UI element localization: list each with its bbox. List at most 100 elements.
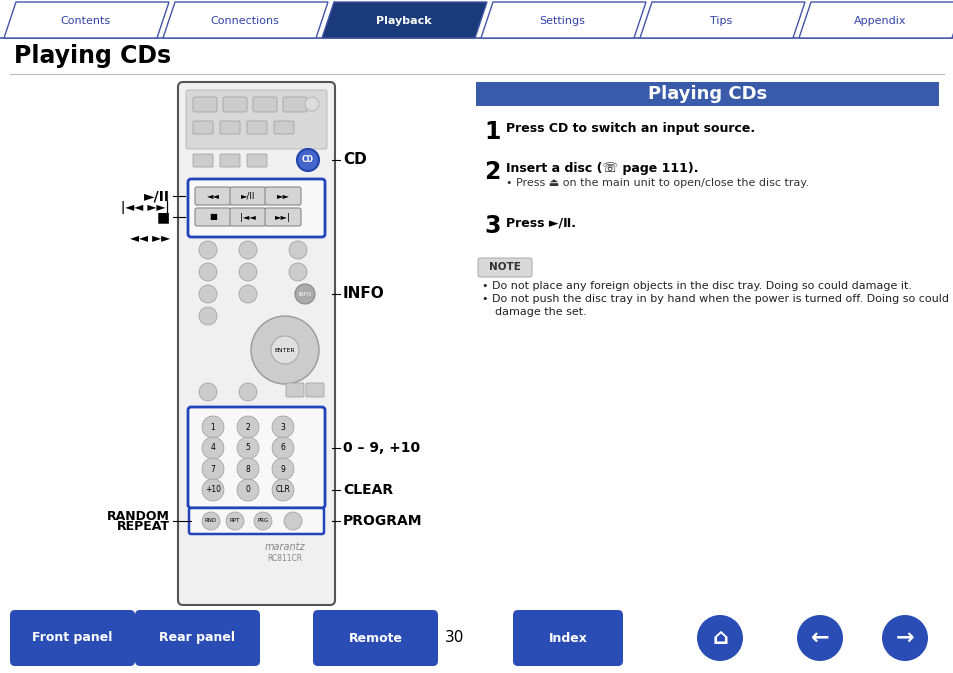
- FancyBboxPatch shape: [189, 508, 324, 534]
- Circle shape: [289, 263, 307, 281]
- Circle shape: [202, 479, 224, 501]
- FancyBboxPatch shape: [253, 97, 276, 112]
- Circle shape: [305, 97, 318, 111]
- Text: REPEAT: REPEAT: [117, 520, 170, 534]
- Circle shape: [199, 307, 216, 325]
- Circle shape: [199, 285, 216, 303]
- Text: PROGRAM: PROGRAM: [343, 514, 422, 528]
- Text: Playing CDs: Playing CDs: [647, 85, 766, 103]
- Circle shape: [202, 437, 224, 459]
- Circle shape: [236, 458, 258, 480]
- Circle shape: [272, 437, 294, 459]
- FancyBboxPatch shape: [220, 154, 240, 167]
- Circle shape: [236, 416, 258, 438]
- Text: 3: 3: [483, 214, 500, 238]
- Text: CLEAR: CLEAR: [343, 483, 393, 497]
- FancyBboxPatch shape: [274, 121, 294, 134]
- Text: ►►|: ►►|: [274, 213, 291, 221]
- Text: |◄◄ ►►|: |◄◄ ►►|: [121, 201, 170, 215]
- Circle shape: [284, 512, 302, 530]
- Text: INFO: INFO: [343, 287, 384, 302]
- Polygon shape: [799, 2, 953, 38]
- FancyBboxPatch shape: [178, 82, 335, 605]
- FancyBboxPatch shape: [306, 383, 324, 397]
- FancyBboxPatch shape: [313, 610, 437, 666]
- Text: Remote: Remote: [348, 631, 402, 645]
- FancyBboxPatch shape: [286, 383, 304, 397]
- FancyBboxPatch shape: [283, 97, 307, 112]
- FancyBboxPatch shape: [265, 187, 301, 205]
- Circle shape: [697, 615, 742, 661]
- Text: Rear panel: Rear panel: [159, 631, 235, 645]
- Circle shape: [296, 149, 318, 171]
- Text: ←: ←: [810, 628, 828, 648]
- Text: Index: Index: [548, 631, 587, 645]
- Circle shape: [882, 615, 927, 661]
- Text: INFO: INFO: [298, 291, 312, 297]
- Text: CD: CD: [343, 153, 366, 168]
- Text: →: →: [895, 628, 913, 648]
- FancyBboxPatch shape: [193, 97, 216, 112]
- FancyBboxPatch shape: [230, 208, 266, 226]
- FancyBboxPatch shape: [476, 82, 938, 106]
- Text: Playback: Playback: [375, 16, 431, 26]
- Text: damage the set.: damage the set.: [488, 307, 586, 317]
- Circle shape: [239, 241, 256, 259]
- Circle shape: [294, 284, 314, 304]
- FancyBboxPatch shape: [230, 187, 266, 205]
- Text: Connections: Connections: [210, 16, 278, 26]
- Text: Front panel: Front panel: [32, 631, 112, 645]
- FancyBboxPatch shape: [188, 179, 325, 237]
- Text: +10: +10: [205, 485, 221, 495]
- Text: RND: RND: [205, 518, 217, 524]
- Circle shape: [199, 241, 216, 259]
- Text: RPT: RPT: [230, 518, 240, 524]
- FancyBboxPatch shape: [247, 154, 267, 167]
- Text: 1: 1: [211, 423, 215, 431]
- FancyBboxPatch shape: [265, 208, 301, 226]
- FancyBboxPatch shape: [194, 187, 231, 205]
- Text: 30: 30: [445, 631, 464, 645]
- Text: 2: 2: [483, 160, 500, 184]
- FancyBboxPatch shape: [220, 121, 240, 134]
- FancyBboxPatch shape: [477, 258, 532, 277]
- Text: 9: 9: [280, 464, 285, 474]
- Text: Press ►/Ⅱ.: Press ►/Ⅱ.: [505, 216, 576, 229]
- Polygon shape: [639, 2, 804, 38]
- Circle shape: [289, 241, 307, 259]
- Circle shape: [239, 263, 256, 281]
- Circle shape: [272, 458, 294, 480]
- Polygon shape: [480, 2, 645, 38]
- Text: ⌂: ⌂: [711, 628, 727, 648]
- Text: Appendix: Appendix: [853, 16, 905, 26]
- Circle shape: [271, 336, 298, 364]
- Text: • Do not place any foreign objects in the disc tray. Doing so could damage it.: • Do not place any foreign objects in th…: [481, 281, 911, 291]
- FancyBboxPatch shape: [193, 154, 213, 167]
- Text: 4: 4: [211, 444, 215, 452]
- Circle shape: [199, 263, 216, 281]
- Text: CLR: CLR: [275, 485, 290, 495]
- Text: Tips: Tips: [710, 16, 732, 26]
- Text: 6: 6: [280, 444, 285, 452]
- Text: Press CD to switch an input source.: Press CD to switch an input source.: [505, 122, 755, 135]
- FancyBboxPatch shape: [194, 208, 231, 226]
- Circle shape: [272, 479, 294, 501]
- Circle shape: [202, 512, 220, 530]
- Text: CD: CD: [302, 155, 314, 164]
- Text: 2: 2: [245, 423, 250, 431]
- FancyBboxPatch shape: [223, 97, 247, 112]
- Circle shape: [239, 285, 256, 303]
- Text: 0 – 9, +10: 0 – 9, +10: [343, 441, 419, 454]
- Text: Contents: Contents: [60, 16, 111, 26]
- Text: 5: 5: [245, 444, 251, 452]
- FancyBboxPatch shape: [135, 610, 260, 666]
- Circle shape: [236, 437, 258, 459]
- Circle shape: [199, 383, 216, 401]
- Polygon shape: [322, 2, 486, 38]
- Circle shape: [226, 512, 244, 530]
- Circle shape: [272, 416, 294, 438]
- Text: ►/II: ►/II: [240, 192, 254, 201]
- Circle shape: [796, 615, 842, 661]
- Text: 8: 8: [245, 464, 250, 474]
- Text: RANDOM: RANDOM: [107, 509, 170, 522]
